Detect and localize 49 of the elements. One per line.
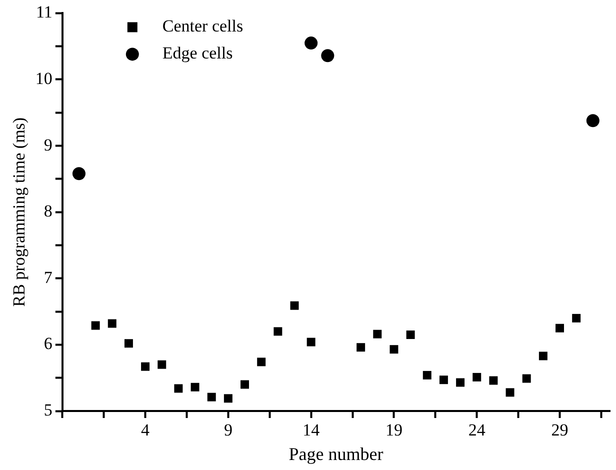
y-tick-label: 5	[44, 400, 52, 420]
y-tick-label: 7	[44, 268, 53, 287]
point	[456, 378, 465, 387]
x-tick-label: 19	[385, 420, 402, 440]
x-tick-label: 24	[468, 420, 486, 440]
point	[207, 392, 216, 402]
point	[572, 314, 581, 322]
legend-label: Center cells	[162, 16, 244, 36]
x-tick-label: 4	[141, 420, 150, 440]
x-tick-label: 14	[302, 420, 320, 440]
point	[390, 345, 398, 354]
point	[72, 167, 86, 180]
point	[91, 321, 100, 330]
point	[290, 301, 299, 310]
y-tick-label: 8	[44, 202, 52, 221]
point	[240, 380, 250, 389]
point	[406, 330, 415, 339]
point	[124, 339, 133, 348]
point	[522, 374, 531, 383]
x-tick-label: 9	[224, 420, 232, 440]
point	[472, 372, 482, 382]
point	[321, 49, 334, 62]
point	[373, 330, 382, 338]
point	[506, 388, 514, 397]
point	[224, 394, 232, 403]
y-tick-label: 11	[36, 2, 52, 22]
point	[356, 343, 366, 352]
point	[439, 376, 448, 384]
point	[586, 114, 600, 128]
point	[257, 358, 266, 366]
point	[538, 352, 548, 360]
y-tick-label: 9	[44, 135, 52, 154]
point	[304, 36, 318, 50]
x-axis-title: Page number	[288, 444, 384, 464]
y-tick-label: 10	[35, 68, 52, 88]
point	[108, 319, 116, 328]
point	[489, 376, 498, 385]
point	[158, 360, 166, 369]
point	[274, 327, 282, 336]
y-axis-title: RB programming time (ms)	[10, 117, 29, 307]
y-tick-label: 6	[44, 334, 52, 354]
x-tick-label: 29	[551, 420, 568, 440]
point	[422, 370, 432, 380]
point	[306, 338, 316, 346]
point	[141, 362, 150, 371]
legend-label: Edge cells	[162, 44, 233, 63]
point	[556, 324, 564, 332]
point	[190, 382, 200, 392]
point	[174, 384, 183, 393]
